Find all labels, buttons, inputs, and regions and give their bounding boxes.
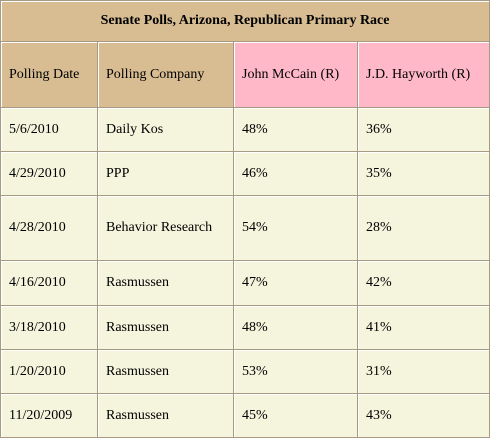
cell-mccain-pct: 54% (233, 195, 358, 261)
cell-hayworth-pct: 28% (356, 195, 490, 261)
table-body: 5/6/2010 Daily Kos 48% 36% 4/29/2010 PPP 46% 35… (0, 107, 490, 438)
cell-mccain-pct: 47% (233, 260, 358, 306)
cell-hayworth-pct: 43% (356, 393, 490, 438)
table-row: 1/20/2010 Rasmussen 53% 31% (0, 349, 490, 394)
header-hayworth: J.D. Hayworth (R) (356, 41, 490, 108)
cell-polling-date: 5/6/2010 (0, 107, 98, 152)
header-polling-date: Polling Date (0, 41, 98, 108)
cell-mccain-pct: 53% (233, 349, 358, 394)
cell-hayworth-pct: 36% (356, 107, 490, 152)
cell-polling-date: 11/20/2009 (0, 393, 98, 438)
cell-polling-company: Rasmussen (97, 305, 234, 350)
cell-hayworth-pct: 42% (356, 260, 490, 306)
cell-polling-company: Rasmussen (97, 349, 234, 394)
cell-polling-company: Behavior Research (97, 195, 234, 261)
cell-mccain-pct: 46% (233, 151, 358, 196)
cell-polling-date: 4/29/2010 (0, 151, 98, 196)
title-row: Senate Polls, Arizona, Republican Primar… (0, 0, 490, 42)
cell-polling-company: Rasmussen (97, 260, 234, 306)
header-mccain: John McCain (R) (233, 41, 358, 108)
cell-polling-date: 4/16/2010 (0, 260, 98, 306)
cell-mccain-pct: 48% (233, 107, 358, 152)
cell-hayworth-pct: 41% (356, 305, 490, 350)
cell-polling-company: Rasmussen (97, 393, 234, 438)
table-row: 4/29/2010 PPP 46% 35% (0, 151, 490, 196)
table-row: 5/6/2010 Daily Kos 48% 36% (0, 107, 490, 152)
cell-polling-date: 4/28/2010 (0, 195, 98, 261)
cell-mccain-pct: 48% (233, 305, 358, 350)
cell-polling-date: 1/20/2010 (0, 349, 98, 394)
table-title: Senate Polls, Arizona, Republican Primar… (0, 0, 490, 42)
table-row: 4/28/2010 Behavior Research 54% 28% (0, 195, 490, 261)
cell-polling-date: 3/18/2010 (0, 305, 98, 350)
cell-polling-company: PPP (97, 151, 234, 196)
header-row: Polling Date Polling Company John McCain… (0, 41, 490, 108)
header-polling-company: Polling Company (97, 41, 234, 108)
table-row: 11/20/2009 Rasmussen 45% 43% (0, 393, 490, 438)
cell-polling-company: Daily Kos (97, 107, 234, 152)
cell-hayworth-pct: 35% (356, 151, 490, 196)
cell-hayworth-pct: 31% (356, 349, 490, 394)
cell-mccain-pct: 45% (233, 393, 358, 438)
table-row: 4/16/2010 Rasmussen 47% 42% (0, 260, 490, 306)
table-row: 3/18/2010 Rasmussen 48% 41% (0, 305, 490, 350)
